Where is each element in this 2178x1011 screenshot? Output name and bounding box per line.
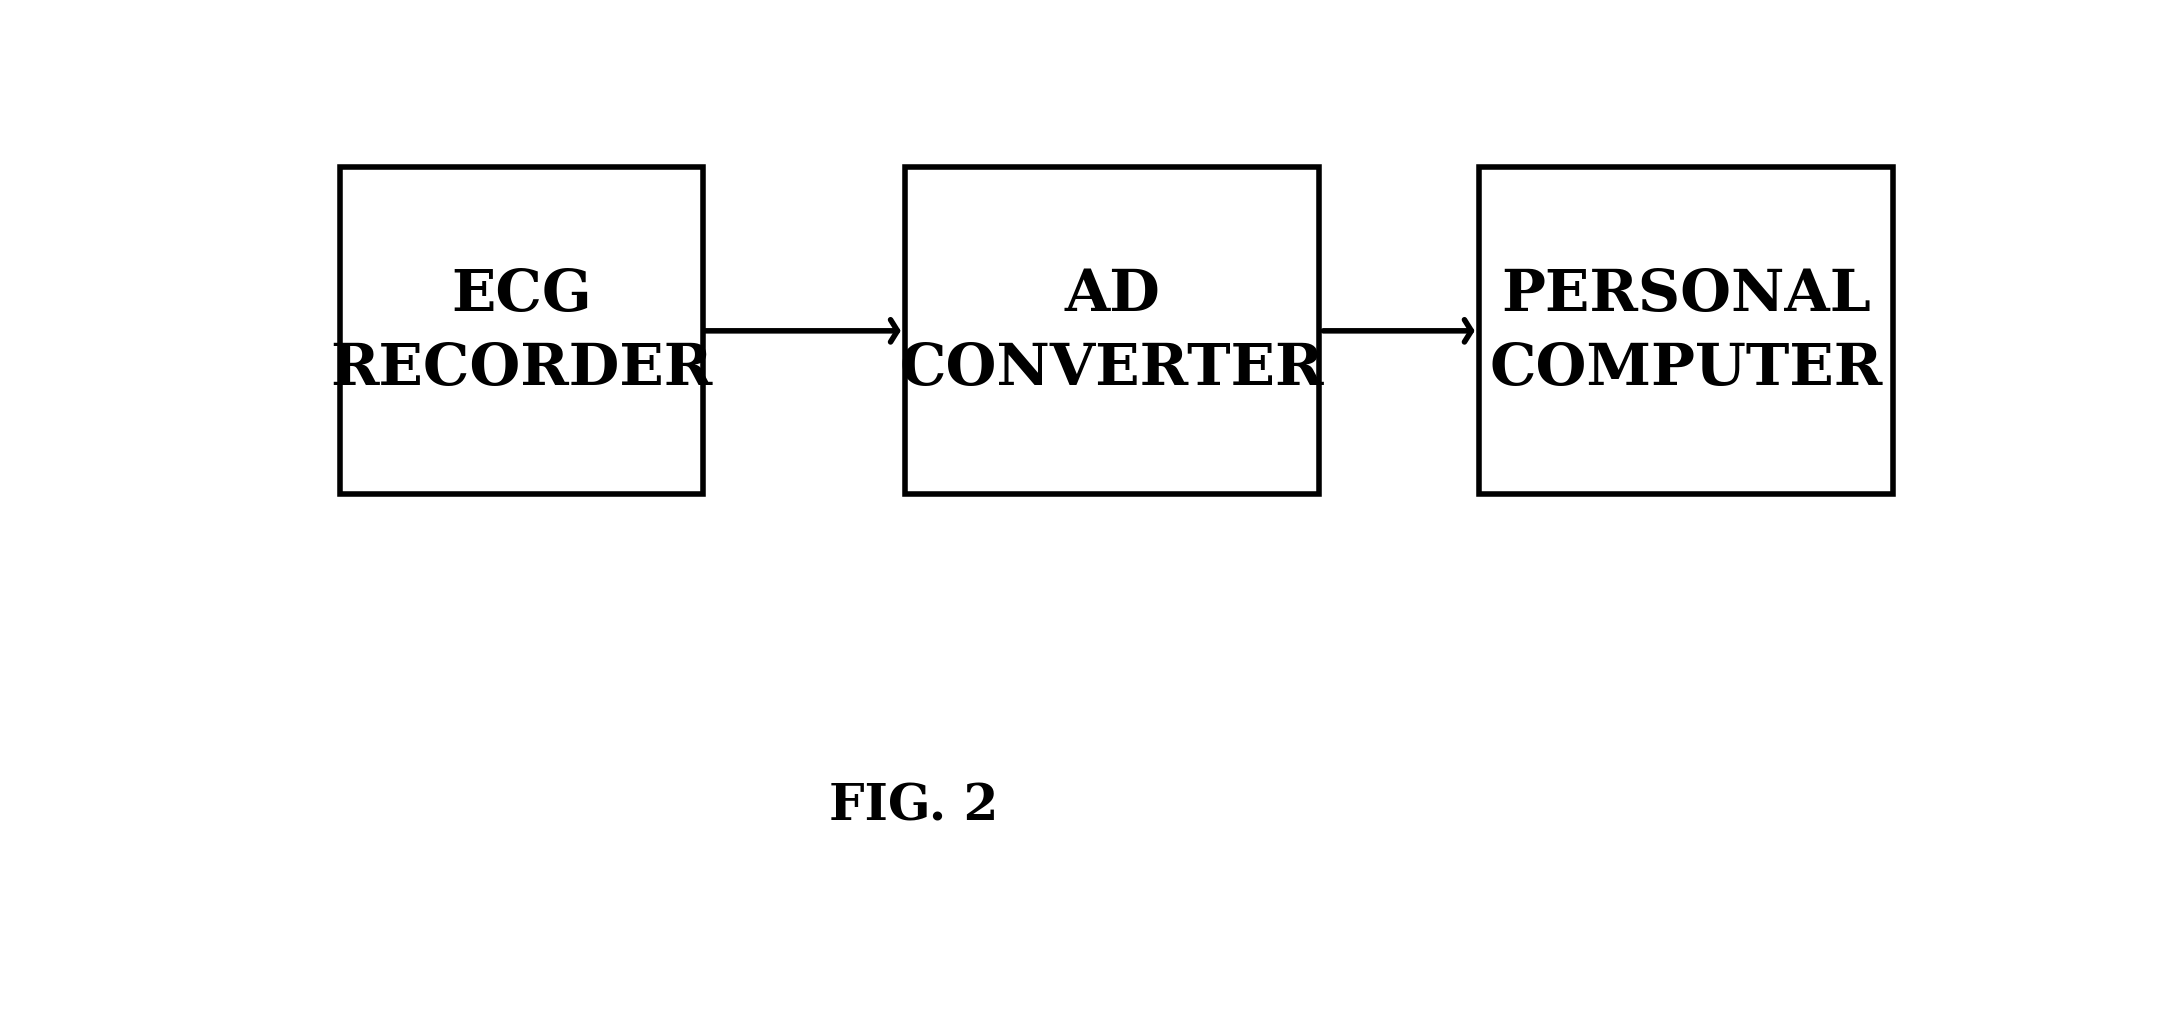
Text: AD
CONVERTER: AD CONVERTER [900, 267, 1324, 396]
Text: FIG. 2: FIG. 2 [830, 782, 998, 831]
Text: PERSONAL
COMPUTER: PERSONAL COMPUTER [1490, 267, 1882, 396]
Bar [340, 168, 703, 495]
Bar [906, 168, 1320, 495]
Bar [1479, 168, 1893, 495]
Text: ECG
RECORDER: ECG RECORDER [331, 267, 712, 396]
